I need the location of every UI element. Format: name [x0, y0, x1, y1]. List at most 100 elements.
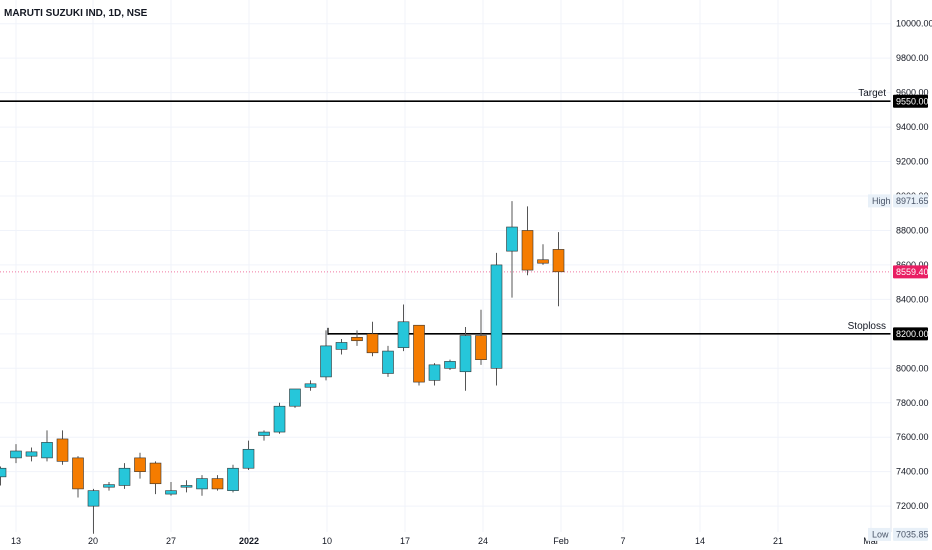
stoploss-price-tag-bg: [893, 327, 928, 341]
price-tick-label: 9600.00: [896, 88, 929, 98]
target-price-tag-bg: [893, 94, 928, 108]
candle: [149, 461, 162, 495]
time-axis[interactable]: 13 20 27 2022 10 17 24 Feb 7 14 21 Mar: [11, 536, 879, 546]
low-price-tag-label-bg: [868, 527, 891, 541]
price-axis[interactable]: 7200.00 7400.00 7600.00 7800.00 8000.00 8200.…: [896, 19, 932, 511]
stoploss-label: Stoploss: [848, 321, 886, 332]
price-tick-label: 7400.00: [896, 467, 929, 477]
candle: [41, 430, 53, 462]
candle: [134, 452, 146, 479]
candle: [180, 480, 193, 493]
price-tick-label: 7800.00: [896, 398, 929, 408]
candle-body-up: [289, 388, 301, 407]
time-tick-label: 24: [478, 536, 488, 546]
candle-body-up: [320, 345, 332, 378]
price-tick-label: 8600.00: [896, 260, 929, 270]
grid-layer: [0, 0, 891, 532]
candle-body-up: [273, 405, 286, 433]
candle: [537, 244, 549, 265]
candle: [211, 475, 224, 491]
time-tick-label: 13: [11, 536, 21, 546]
candle: [304, 380, 317, 391]
time-tick-label: Mar: [863, 536, 879, 546]
price-tags: 9550.00 8200.00 8559.40 8971.65 High 7035.85 L…: [868, 94, 929, 541]
candle: [72, 456, 84, 498]
candle-body-up: [459, 335, 472, 373]
price-tick-label: 7600.00: [896, 432, 929, 442]
candle-body-up: [25, 451, 38, 457]
low-price-tag-bg: [893, 527, 928, 541]
candle-body-up: [397, 321, 410, 348]
candle-body-down: [72, 457, 84, 490]
candle: [118, 463, 131, 489]
price-tick-label: 9800.00: [896, 53, 929, 63]
chart-title: MARUTI SUZUKI IND, 1D, NSE: [4, 8, 148, 19]
candle: [258, 430, 270, 441]
high-price-tag-label: High: [872, 196, 891, 206]
low-price-tag: 7035.85: [896, 530, 929, 540]
candle: [242, 440, 255, 470]
candle: [103, 482, 115, 491]
candle: [87, 488, 100, 534]
time-tick-label: 7: [620, 536, 625, 546]
stoploss-price-tag: 8200.00: [896, 329, 929, 339]
time-tick-label: Feb: [553, 536, 569, 546]
candle-body-up: [41, 442, 53, 459]
candle-body-up: [490, 264, 503, 369]
price-tick-label: 8400.00: [896, 294, 929, 304]
candle: [196, 475, 208, 496]
candle-body-down: [475, 335, 487, 360]
candle: [289, 388, 301, 408]
candle: [10, 444, 22, 464]
price-tick-label: 10000.00: [896, 19, 932, 29]
candles-layer: [0, 201, 565, 534]
candle-body-up: [428, 364, 441, 381]
high-price-tag-bg: [893, 194, 928, 208]
levels-layer: Target Stoploss: [0, 88, 891, 335]
candle: [552, 232, 565, 307]
last-price-tag: 8559.40: [896, 267, 929, 277]
last-price-tag-bg: [893, 265, 928, 279]
candle-body-up: [196, 478, 208, 490]
candle: [0, 466, 7, 486]
candle: [366, 321, 379, 357]
candle: [428, 363, 441, 386]
price-tick-label: 8000.00: [896, 363, 929, 373]
candle-body-up: [242, 448, 255, 469]
candle-body-down: [351, 336, 363, 342]
candle-body-up: [103, 484, 115, 488]
candle-body-down: [134, 457, 146, 472]
candle: [320, 330, 332, 381]
high-price-tag-label-bg: [868, 194, 891, 208]
candle-body-down: [56, 438, 69, 462]
time-tick-label: 20: [88, 536, 98, 546]
candle: [25, 447, 38, 462]
low-price-tag-label: Low: [872, 530, 889, 540]
candle-body-up: [506, 226, 518, 252]
candle: [351, 330, 363, 346]
time-tick-label: 21: [773, 536, 783, 546]
candle-body-up: [165, 490, 177, 495]
candle-body-up: [444, 361, 456, 369]
time-tick-label: 17: [400, 536, 410, 546]
candle: [506, 201, 518, 298]
candle: [444, 359, 456, 371]
price-tick-label: 8800.00: [896, 225, 929, 235]
time-tick-label: 10: [322, 536, 332, 546]
candle: [165, 482, 177, 496]
time-tick-label: 14: [695, 536, 705, 546]
candle: [382, 345, 394, 377]
candle-body-up: [10, 450, 22, 459]
candle-body-down: [413, 324, 425, 383]
price-tick-label: 9400.00: [896, 122, 929, 132]
candle-body-up: [304, 383, 317, 388]
candle: [397, 304, 410, 352]
candle-body-up: [227, 467, 239, 491]
candle-body-up: [180, 485, 193, 488]
price-tick-label: 7200.00: [896, 501, 929, 511]
candle-body-up: [335, 342, 348, 350]
candle: [56, 430, 69, 465]
candle: [273, 402, 286, 434]
time-tick-label: 27: [166, 536, 176, 546]
